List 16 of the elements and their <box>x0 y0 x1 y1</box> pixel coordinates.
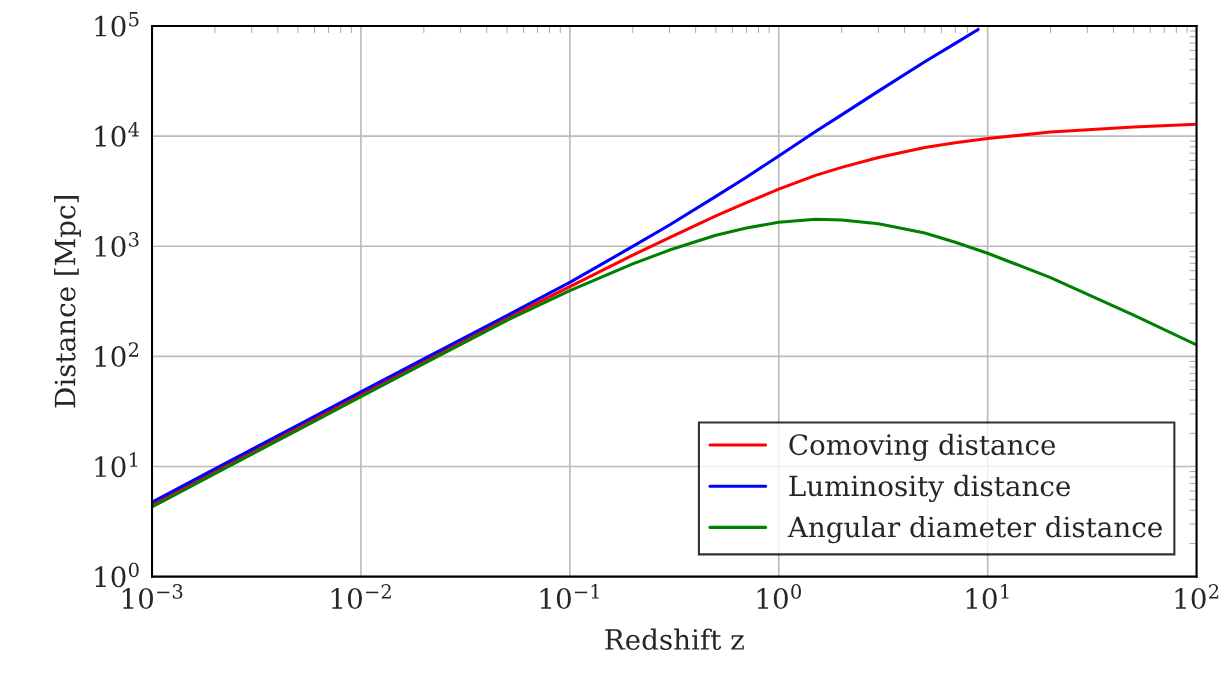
x-tick-label: 10$^{1}$ <box>966 584 1009 610</box>
y-axis-title: Distance [Mpc] <box>54 196 81 408</box>
y-tick-label: 10$^{0}$ <box>95 562 139 588</box>
y-tick-label: 10$^{3}$ <box>95 232 139 257</box>
y-tick-label: 10$^{1}$ <box>95 452 138 478</box>
x-tick-label: 10$^{0}$ <box>757 584 801 610</box>
y-tick-label: 10$^{4}$ <box>95 121 140 147</box>
x-tick-label: 10$^{−1}$ <box>540 584 599 610</box>
legend-label: Angular diameter distance <box>787 516 1162 544</box>
y-tick-label: 10$^{5}$ <box>95 12 139 37</box>
x-axis-title: Redshift z <box>605 628 744 650</box>
y-tick-label: 10$^{2}$ <box>95 342 139 368</box>
x-tick-label: 10$^{2}$ <box>1175 584 1219 610</box>
legend-label: Luminosity distance <box>789 474 1070 503</box>
x-tick-label: 10$^{−2}$ <box>331 584 391 610</box>
legend-label: Comoving distance <box>789 433 1056 461</box>
